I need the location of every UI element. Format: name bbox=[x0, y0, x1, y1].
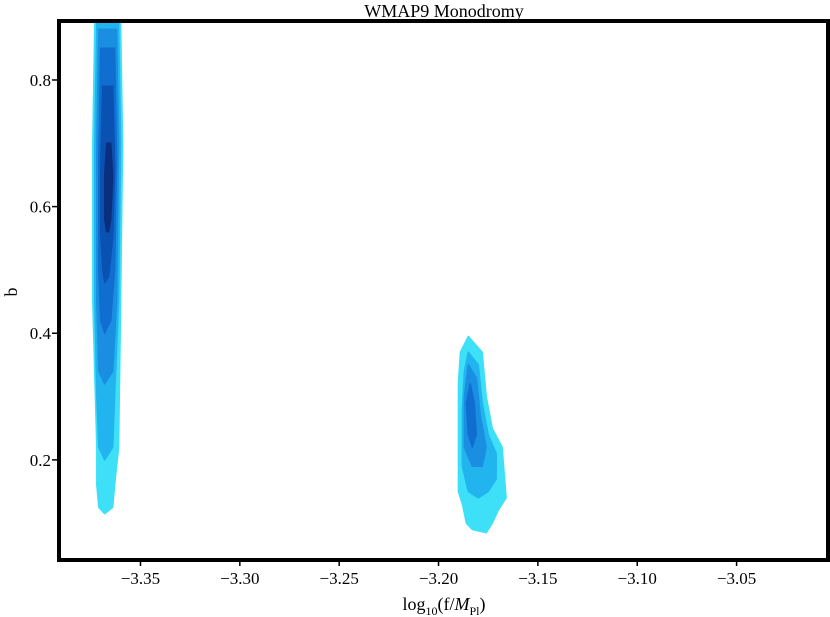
y-tick-label: 0.8 bbox=[30, 71, 51, 90]
y-axis: 0.2 0.4 0.6 0.8 bbox=[30, 71, 59, 470]
right-peak-contour-3 bbox=[465, 383, 478, 448]
chart-title: WMAP9 Monodromy bbox=[364, 1, 524, 21]
x-axis: −3.35 −3.30 −3.25 −3.20 −3.15 −3.10 −3.05 bbox=[121, 559, 756, 588]
x-tick-label: −3.35 bbox=[121, 569, 160, 588]
plot-frame bbox=[57, 19, 830, 562]
x-tick-label: −3.05 bbox=[717, 569, 756, 588]
x-axis-title: log10(f/MPl) bbox=[402, 594, 485, 617]
contour-layer bbox=[92, 23, 507, 534]
y-axis-title: b bbox=[1, 288, 21, 297]
x-tick-label: −3.20 bbox=[419, 569, 458, 588]
x-tick-label: −3.10 bbox=[618, 569, 657, 588]
left-peak-contour-5 bbox=[103, 142, 114, 233]
x-tick-label: −3.30 bbox=[220, 569, 259, 588]
y-tick-label: 0.6 bbox=[30, 198, 51, 217]
y-tick-label: 0.4 bbox=[30, 324, 52, 343]
x-tick-label: −3.25 bbox=[320, 569, 359, 588]
x-tick-label: −3.15 bbox=[518, 569, 557, 588]
y-tick-label: 0.2 bbox=[30, 451, 51, 470]
